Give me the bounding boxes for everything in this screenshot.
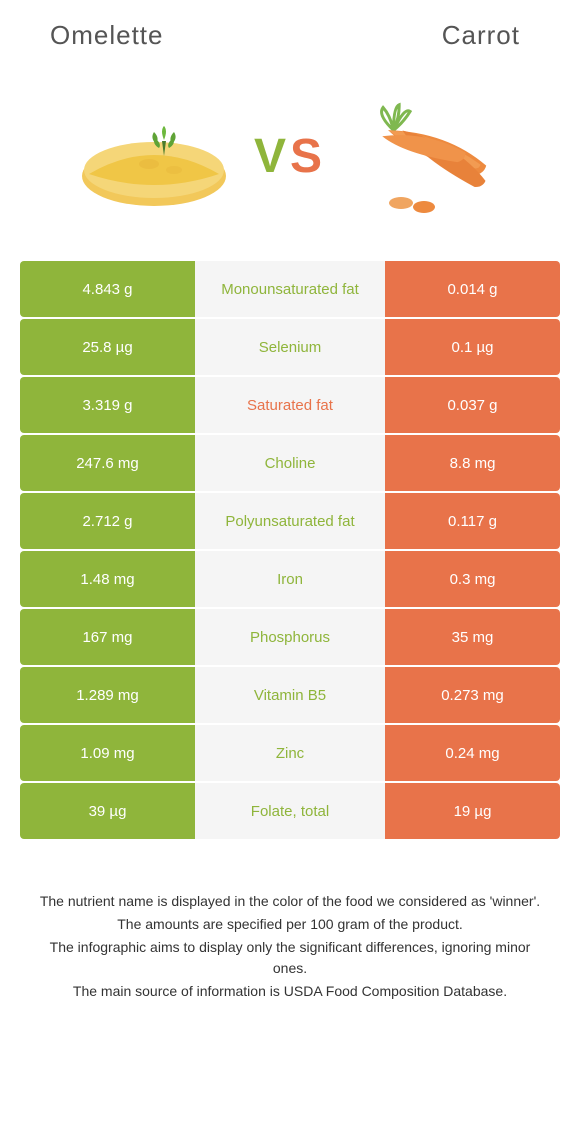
value-right: 0.037 g xyxy=(385,377,560,433)
table-row: 167 mgPhosphorus35 mg xyxy=(20,609,560,665)
nutrient-label: Selenium xyxy=(195,319,385,375)
vs-s: S xyxy=(290,130,326,183)
title-right: Carrot xyxy=(442,20,520,51)
table-row: 1.09 mgZinc0.24 mg xyxy=(20,725,560,781)
value-left: 167 mg xyxy=(20,609,195,665)
table-row: 3.319 gSaturated fat0.037 g xyxy=(20,377,560,433)
nutrient-label: Phosphorus xyxy=(195,609,385,665)
value-left: 1.48 mg xyxy=(20,551,195,607)
nutrient-label: Choline xyxy=(195,435,385,491)
value-left: 1.289 mg xyxy=(20,667,195,723)
table-row: 1.289 mgVitamin B50.273 mg xyxy=(20,667,560,723)
nutrient-label: Saturated fat xyxy=(195,377,385,433)
header: Omelette Carrot xyxy=(0,0,580,61)
value-left: 2.712 g xyxy=(20,493,195,549)
value-left: 3.319 g xyxy=(20,377,195,433)
vs-row: VS xyxy=(0,61,580,261)
nutrient-label: Monounsaturated fat xyxy=(195,261,385,317)
value-right: 0.3 mg xyxy=(385,551,560,607)
value-left: 247.6 mg xyxy=(20,435,195,491)
value-right: 0.273 mg xyxy=(385,667,560,723)
value-right: 0.24 mg xyxy=(385,725,560,781)
value-right: 0.1 µg xyxy=(385,319,560,375)
value-right: 0.117 g xyxy=(385,493,560,549)
value-left: 4.843 g xyxy=(20,261,195,317)
footer-line: The nutrient name is displayed in the co… xyxy=(35,891,545,912)
nutrient-label: Folate, total xyxy=(195,783,385,839)
footer-line: The main source of information is USDA F… xyxy=(35,981,545,1002)
footer-notes: The nutrient name is displayed in the co… xyxy=(0,841,580,1024)
vs-v: V xyxy=(254,130,290,183)
nutrient-table: 4.843 gMonounsaturated fat0.014 g25.8 µg… xyxy=(0,261,580,839)
nutrient-label: Polyunsaturated fat xyxy=(195,493,385,549)
footer-line: The infographic aims to display only the… xyxy=(35,937,545,979)
carrot-image xyxy=(346,91,506,221)
nutrient-label: Iron xyxy=(195,551,385,607)
table-row: 25.8 µgSelenium0.1 µg xyxy=(20,319,560,375)
omelette-image xyxy=(74,91,234,221)
table-row: 4.843 gMonounsaturated fat0.014 g xyxy=(20,261,560,317)
value-right: 35 mg xyxy=(385,609,560,665)
nutrient-label: Zinc xyxy=(195,725,385,781)
title-left: Omelette xyxy=(50,20,164,51)
footer-line: The amounts are specified per 100 gram o… xyxy=(35,914,545,935)
value-left: 1.09 mg xyxy=(20,725,195,781)
table-row: 39 µgFolate, total19 µg xyxy=(20,783,560,839)
value-left: 25.8 µg xyxy=(20,319,195,375)
nutrient-label: Vitamin B5 xyxy=(195,667,385,723)
value-left: 39 µg xyxy=(20,783,195,839)
table-row: 2.712 gPolyunsaturated fat0.117 g xyxy=(20,493,560,549)
vs-label: VS xyxy=(254,129,326,184)
table-row: 1.48 mgIron0.3 mg xyxy=(20,551,560,607)
value-right: 0.014 g xyxy=(385,261,560,317)
value-right: 19 µg xyxy=(385,783,560,839)
table-row: 247.6 mgCholine8.8 mg xyxy=(20,435,560,491)
value-right: 8.8 mg xyxy=(385,435,560,491)
